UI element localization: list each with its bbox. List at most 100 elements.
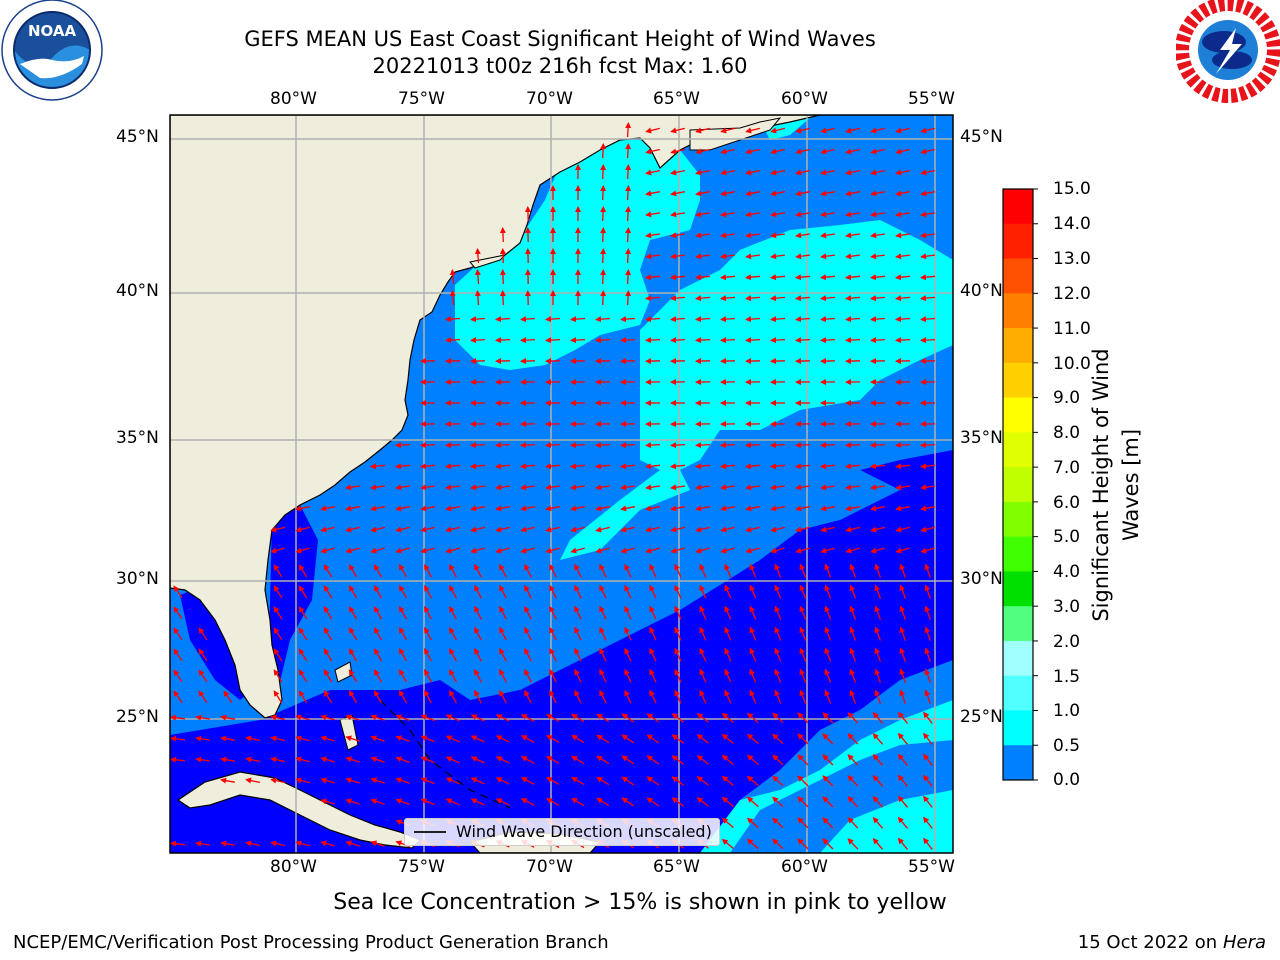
wind-arrow	[670, 526, 685, 533]
wind-arrow	[895, 547, 910, 554]
wind-arrow	[870, 253, 885, 260]
wind-arrow	[625, 248, 632, 264]
wind-arrow	[549, 584, 557, 599]
wind-arrow	[797, 775, 809, 787]
wind-arrow	[574, 647, 582, 662]
wind-arrow	[649, 626, 657, 641]
colorbar-segment	[1003, 571, 1033, 607]
wind-arrow	[745, 232, 760, 239]
wind-arrow	[345, 840, 360, 847]
wind-arrow	[320, 840, 335, 847]
wind-arrow	[897, 732, 908, 745]
lat-label-left: 35°N	[116, 428, 159, 448]
wind-arrow	[495, 714, 510, 722]
wind-arrow	[395, 463, 411, 470]
wind-arrow	[870, 169, 886, 176]
wind-arrow	[625, 185, 632, 201]
wind-arrow	[546, 735, 560, 743]
wind-arrow	[220, 840, 236, 847]
wind-arrow	[520, 547, 535, 554]
wind-arrow	[770, 295, 786, 302]
wind-arrow	[797, 838, 809, 850]
wind-arrow	[320, 505, 336, 512]
wind-arrow	[520, 484, 535, 491]
wind-arrow	[373, 606, 383, 620]
wind-arrow	[320, 547, 335, 554]
wind-arrow	[849, 668, 857, 683]
wind-arrow	[273, 627, 283, 641]
wind-arrow	[745, 274, 761, 281]
wind-arrow	[772, 754, 784, 766]
wind-arrow	[649, 668, 657, 683]
lon-label-top: 65°W	[653, 89, 700, 109]
wind-arrow	[870, 190, 886, 197]
wind-arrow	[574, 668, 582, 683]
wind-arrow	[273, 585, 283, 599]
wind-arrow	[570, 337, 586, 344]
wind-arrow	[395, 526, 410, 533]
wind-arrow	[746, 754, 759, 766]
wind-arrow	[670, 505, 686, 512]
wind-arrow	[920, 337, 936, 344]
wind-arrow	[345, 756, 360, 763]
lat-label-right: 30°N	[960, 569, 1003, 589]
wind-arrow	[474, 269, 481, 285]
wind-arrow	[899, 563, 907, 578]
wind-arrow	[696, 776, 709, 786]
wind-arrow	[270, 526, 285, 533]
wind-arrow	[923, 711, 933, 724]
map-legend: Wind Wave Direction (unscaled)	[404, 818, 720, 846]
wind-arrow	[345, 777, 360, 784]
wind-arrow	[797, 796, 809, 808]
footer-credit: NCEP/EMC/Verification Post Processing Pr…	[13, 932, 609, 953]
wind-arrow	[546, 756, 560, 764]
wind-arrow	[449, 648, 457, 662]
wind-arrow	[320, 777, 335, 784]
wind-arrow	[424, 648, 432, 662]
wind-arrow	[596, 776, 610, 786]
wind-arrow	[323, 627, 333, 641]
wind-arrow	[920, 526, 935, 533]
wind-arrow	[445, 484, 460, 491]
wind-arrow	[570, 526, 585, 533]
wind-arrow	[720, 127, 735, 134]
wind-arrow	[370, 463, 386, 470]
wind-arrow	[920, 547, 935, 554]
wind-arrow	[420, 547, 435, 554]
wind-arrow	[524, 668, 532, 683]
wind-arrow	[545, 442, 561, 449]
wind-arrow	[695, 295, 711, 302]
wind-arrow	[599, 668, 607, 683]
wind-arrow	[849, 647, 857, 662]
wind-arrow	[445, 547, 460, 554]
wind-arrow	[899, 605, 907, 620]
wind-arrow	[696, 713, 709, 723]
wind-arrow	[820, 295, 836, 302]
wind-arrow	[774, 689, 782, 704]
wind-arrow	[645, 505, 661, 512]
wind-arrow	[546, 777, 560, 785]
lon-label-bottom: 55°W	[908, 857, 955, 877]
wind-arrow	[549, 605, 557, 620]
wind-arrow	[495, 526, 510, 533]
wind-arrow	[270, 735, 285, 742]
wind-arrow	[674, 647, 682, 662]
wind-arrow	[847, 817, 859, 829]
wind-arrow	[670, 547, 685, 554]
wind-arrow	[470, 316, 486, 323]
colorbar-segment	[1003, 328, 1033, 364]
wind-arrow	[595, 463, 611, 470]
wind-arrow	[895, 148, 910, 155]
wind-arrow	[645, 295, 661, 302]
wind-arrow	[849, 584, 857, 599]
wind-arrow	[195, 756, 210, 763]
wind-arrow	[872, 711, 884, 724]
wind-arrow	[749, 563, 757, 578]
wind-arrow	[449, 690, 457, 704]
colorbar-segment	[1003, 536, 1033, 572]
wind-arrow	[600, 248, 607, 264]
wind-arrow	[173, 669, 183, 683]
colorbar-tick: 7.0	[1053, 458, 1081, 478]
wind-arrow	[870, 316, 886, 323]
wind-arrow	[820, 169, 836, 176]
